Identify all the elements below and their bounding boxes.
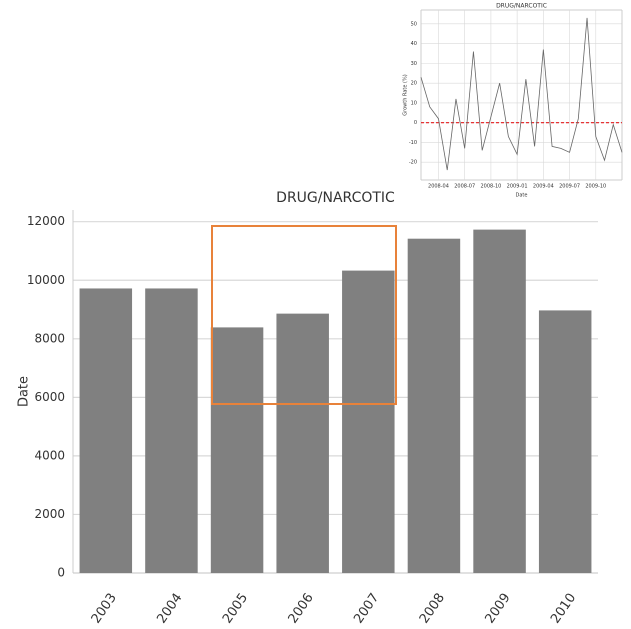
bar <box>407 238 461 573</box>
y-tick-label: 50 <box>411 21 417 27</box>
chart-title: DRUG/NARCOTIC <box>496 3 547 10</box>
x-tick-label: 2008 <box>417 591 448 627</box>
x-axis-label: Date <box>516 193 528 199</box>
y-tick-label: 30 <box>411 61 417 67</box>
x-tick-label: 2008-07 <box>454 184 475 190</box>
y-tick-label: 40 <box>411 41 417 47</box>
x-tick-label: 2006 <box>286 591 317 627</box>
x-tick-label: 2008-04 <box>428 184 449 190</box>
y-tick-label: 10000 <box>27 273 65 287</box>
y-tick-label: 0 <box>57 566 65 580</box>
x-tick-label: 2009-07 <box>559 184 580 190</box>
line <box>420 17 623 171</box>
x-tick-label: 2010 <box>548 591 579 627</box>
bar <box>79 288 133 573</box>
x-tick-label: 2009-01 <box>507 184 528 190</box>
y-axis-label: Growth Rate (%) <box>403 74 409 115</box>
y-tick-label: -20 <box>409 160 417 166</box>
y-tick-label: 4000 <box>34 448 65 462</box>
x-tick-label: 2009 <box>482 591 513 627</box>
y-tick-label: 6000 <box>34 390 65 404</box>
y-tick-label: 0 <box>414 120 417 126</box>
x-tick-label: 2004 <box>154 591 185 627</box>
highlight-box <box>211 225 397 405</box>
y-axis-label: Date <box>17 376 32 407</box>
y-tick-label: 12000 <box>27 214 65 228</box>
bar <box>473 229 526 573</box>
x-tick-label: 2005 <box>220 591 251 627</box>
y-tick-label: 8000 <box>34 331 65 345</box>
bar <box>342 270 395 573</box>
y-tick-label: 10 <box>411 100 417 106</box>
bar <box>276 313 329 573</box>
bar <box>538 310 592 573</box>
bar <box>145 288 198 573</box>
chart-title: DRUG/NARCOTIC <box>276 190 395 206</box>
y-tick-label: -10 <box>409 140 417 146</box>
x-tick-label: 2003 <box>89 591 120 627</box>
y-tick-label: 2000 <box>34 507 65 521</box>
x-tick-label: 2009-04 <box>533 184 554 190</box>
x-tick-label: 2008-10 <box>480 184 501 190</box>
x-tick-label: 2007 <box>351 591 382 627</box>
y-tick-label: 20 <box>411 81 417 87</box>
bar <box>210 327 264 573</box>
x-tick-label: 2009-10 <box>585 184 606 190</box>
